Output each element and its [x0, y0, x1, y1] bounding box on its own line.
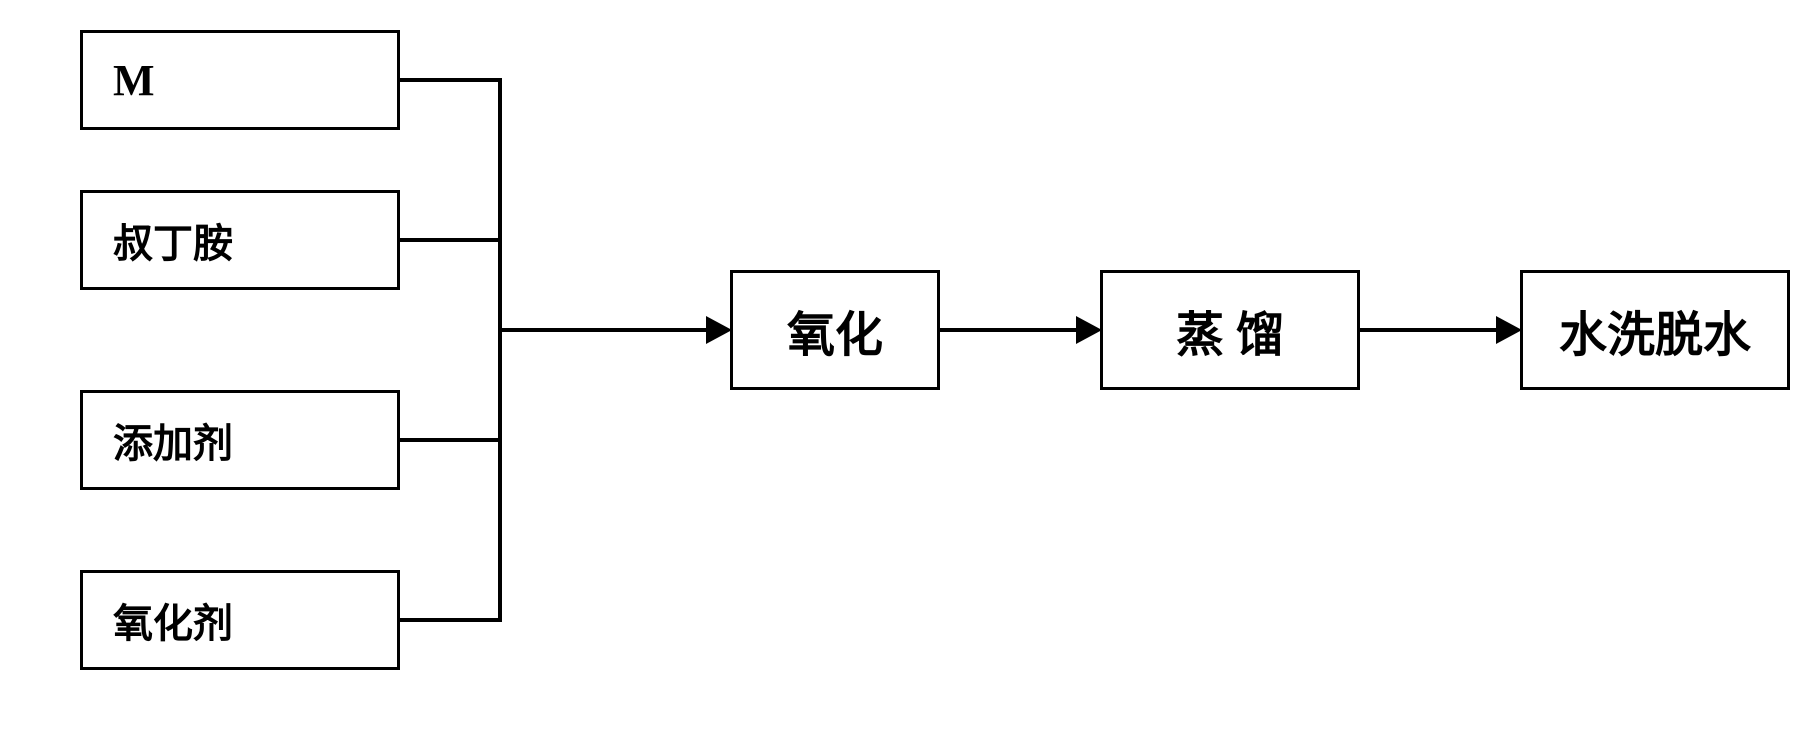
connector-stub-4	[400, 618, 500, 622]
input-label-oxidizer: 氧化剂	[113, 591, 233, 649]
process-label-oxidation: 氧化	[787, 295, 883, 365]
connector-dist-to-wash	[1360, 328, 1498, 332]
input-box-tertbutylamine: 叔丁胺	[80, 190, 400, 290]
connector-vertical	[498, 78, 502, 622]
input-box-m: M	[80, 30, 400, 130]
input-box-additive: 添加剂	[80, 390, 400, 490]
process-label-distillation: 蒸 馏	[1176, 295, 1284, 365]
connector-ox-to-dist	[940, 328, 1078, 332]
arrow-to-wash	[1496, 316, 1522, 344]
process-distillation: 蒸 馏	[1100, 270, 1360, 390]
connector-stub-1	[400, 78, 500, 82]
arrow-to-distillation	[1076, 316, 1102, 344]
process-oxidation: 氧化	[730, 270, 940, 390]
input-label-additive: 添加剂	[113, 411, 233, 469]
connector-stub-3	[400, 438, 500, 442]
input-label-m: M	[113, 55, 155, 106]
process-label-wash: 水洗脱水	[1559, 295, 1751, 365]
process-wash-dehydrate: 水洗脱水	[1520, 270, 1790, 390]
input-label-tertbutylamine: 叔丁胺	[113, 211, 233, 269]
arrow-to-oxidation	[706, 316, 732, 344]
connector-to-oxidation	[500, 328, 708, 332]
connector-stub-2	[400, 238, 500, 242]
input-box-oxidizer: 氧化剂	[80, 570, 400, 670]
